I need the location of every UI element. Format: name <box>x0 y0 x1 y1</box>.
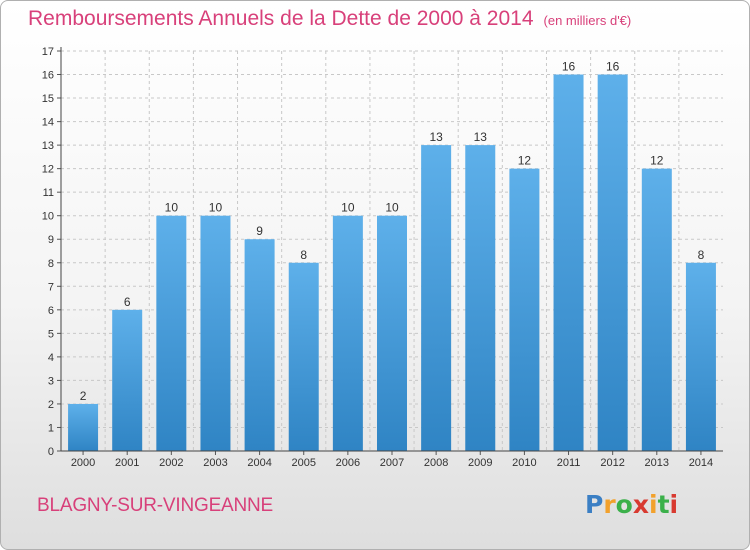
data-label: 13 <box>429 130 443 144</box>
x-tick-label: 2012 <box>600 457 624 469</box>
bar <box>641 168 672 451</box>
x-tick-label: 2004 <box>247 457 271 469</box>
y-tick-label: 11 <box>43 187 54 199</box>
data-label: 16 <box>606 60 620 74</box>
y-tick-label: 3 <box>48 375 54 387</box>
y-tick-label: 16 <box>42 70 54 82</box>
y-tick-label: 10 <box>42 211 54 223</box>
bar <box>332 215 363 451</box>
data-label: 10 <box>165 201 179 215</box>
data-label: 12 <box>650 154 664 168</box>
x-tick-label: 2000 <box>71 457 95 469</box>
data-label: 8 <box>698 248 705 262</box>
y-tick-label: 5 <box>48 328 54 340</box>
y-tick-label: 4 <box>48 352 54 364</box>
data-label: 10 <box>341 201 355 215</box>
data-label: 12 <box>518 154 532 168</box>
bar <box>377 215 407 451</box>
bar <box>288 262 319 451</box>
data-label: 10 <box>209 201 223 215</box>
logo-letter: x <box>632 490 649 519</box>
data-label: 10 <box>385 201 399 215</box>
data-label: 8 <box>300 248 307 262</box>
logo-letter: P <box>585 490 604 519</box>
x-tick-label: 2011 <box>557 457 581 469</box>
data-label: 2 <box>80 389 87 403</box>
logo-letter: t <box>657 490 670 519</box>
bars <box>68 74 716 451</box>
x-tick-label: 2006 <box>336 457 360 469</box>
y-tick-label: 9 <box>48 234 54 246</box>
y-tick-label: 7 <box>48 281 54 293</box>
x-tick-label: 2013 <box>645 457 669 469</box>
logo-letter: r <box>603 490 616 519</box>
logo-letter: i <box>669 490 679 519</box>
proxiti-logo: Proxiti <box>585 490 678 519</box>
y-tick-label: 2 <box>48 399 54 411</box>
bar <box>597 74 628 451</box>
y-tick-label: 6 <box>48 305 54 317</box>
bar <box>685 262 716 451</box>
x-tick-label: 2001 <box>115 457 139 469</box>
bar <box>509 168 540 451</box>
y-tick-label: 1 <box>48 422 54 434</box>
y-tick-label: 15 <box>42 93 54 105</box>
x-tick-label: 2007 <box>380 457 404 469</box>
labels: 0123456789101112131415161722000620011020… <box>42 46 713 469</box>
y-tick-label: 13 <box>42 140 54 152</box>
data-label: 13 <box>474 130 488 144</box>
logo-letter: i <box>649 490 658 519</box>
y-tick-label: 17 <box>42 46 54 58</box>
x-tick-label: 2005 <box>291 457 315 469</box>
chart-title: Remboursements Annuels de la Dette de 20… <box>28 7 631 31</box>
bar <box>465 145 496 451</box>
data-label: 6 <box>124 295 131 309</box>
logo-letter: o <box>615 490 633 519</box>
y-tick-label: 0 <box>48 446 54 458</box>
axes <box>57 47 723 455</box>
bar <box>553 74 584 451</box>
x-tick-label: 2010 <box>512 457 536 469</box>
bar <box>156 215 187 451</box>
bar <box>200 215 231 451</box>
bar <box>244 239 275 451</box>
y-tick-label: 12 <box>42 164 54 176</box>
x-tick-label: 2009 <box>468 457 492 469</box>
city-name: BLAGNY-SUR-VINGEANNE <box>37 495 274 516</box>
data-label: 9 <box>256 224 263 238</box>
bar <box>68 403 99 451</box>
x-tick-label: 2008 <box>424 457 448 469</box>
unit-label: (en milliers d'€) <box>543 13 632 28</box>
x-tick-label: 2014 <box>689 457 713 469</box>
data-label: 16 <box>562 60 576 74</box>
x-tick-label: 2002 <box>159 457 183 469</box>
bar <box>112 309 143 451</box>
y-tick-label: 8 <box>48 258 54 270</box>
bar <box>421 145 452 451</box>
chart-title-text: Remboursements Annuels de la Dette de 20… <box>28 7 534 30</box>
x-tick-label: 2003 <box>203 457 227 469</box>
y-tick-label: 14 <box>42 117 54 129</box>
